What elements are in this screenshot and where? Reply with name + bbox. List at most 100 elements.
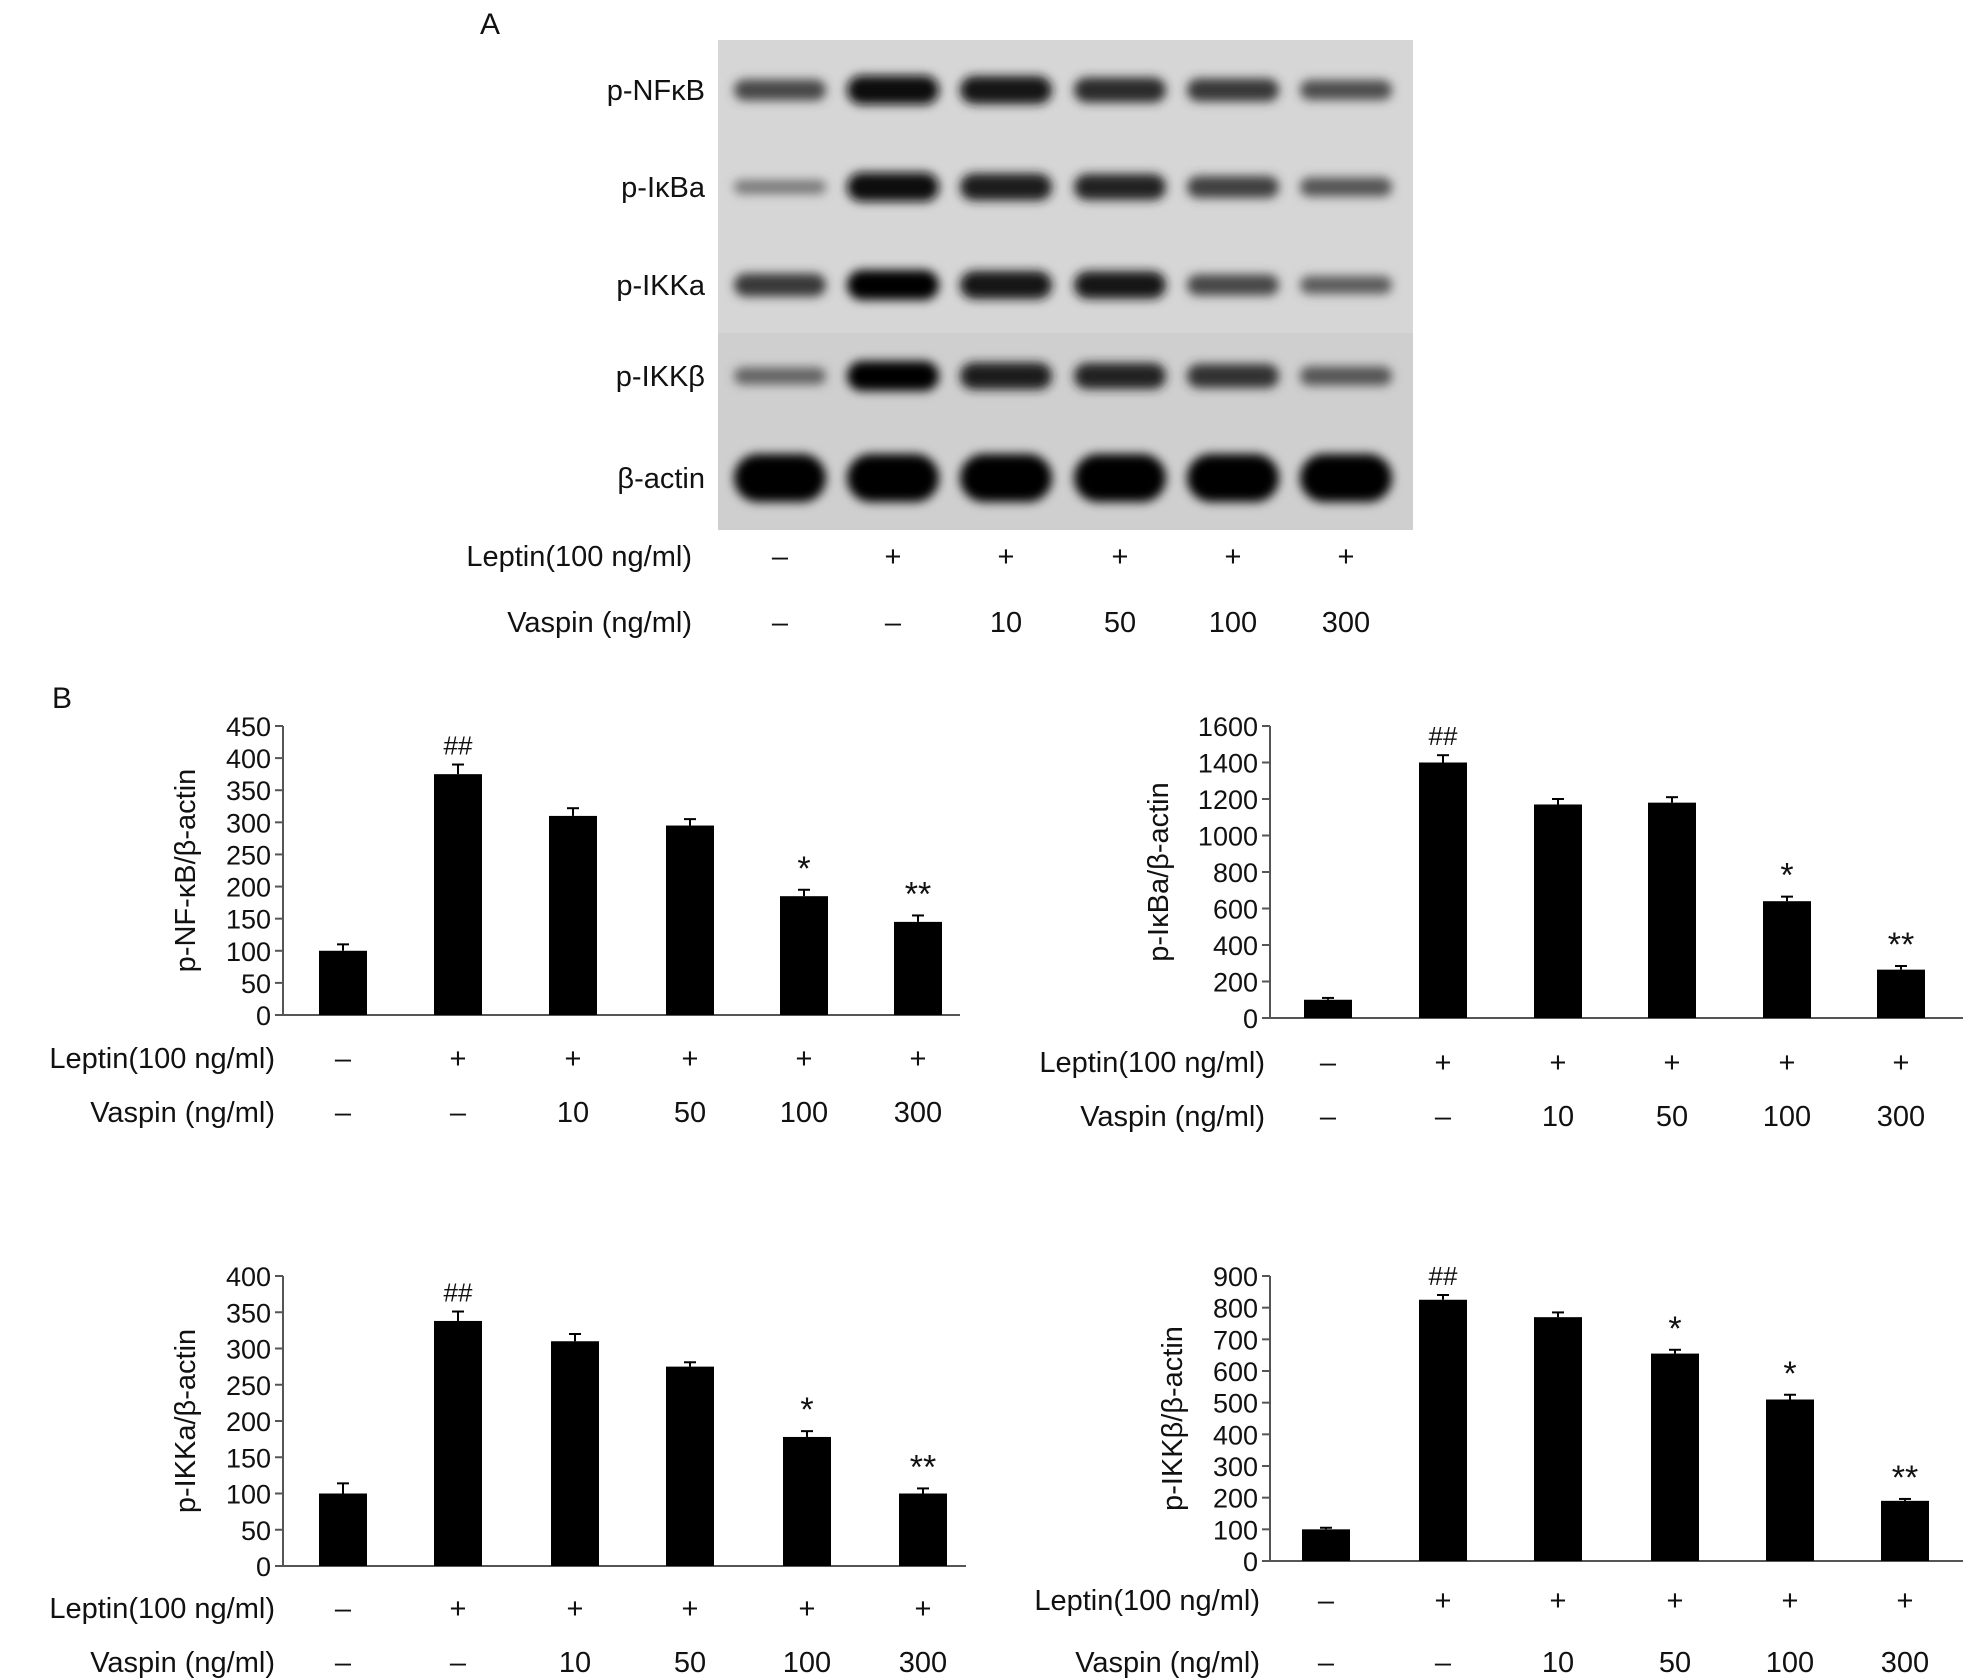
y-axis-label: p-NF-κB/β-actin <box>170 769 202 973</box>
significance-star: * <box>1780 857 1793 895</box>
bar <box>1766 1399 1814 1561</box>
y-tick-label: 1600 <box>1198 712 1258 742</box>
leptin-sign: + <box>1338 541 1355 573</box>
vaspin-dose: 10 <box>1542 1101 1574 1133</box>
vaspin-dose: 10 <box>559 1647 591 1679</box>
y-tick-label: 400 <box>1213 1420 1258 1450</box>
y-tick-label: 0 <box>256 1001 271 1031</box>
vaspin-dose: 100 <box>1766 1647 1814 1679</box>
vaspin-dose: 50 <box>1656 1101 1688 1133</box>
blot-band <box>847 361 939 391</box>
vaspin-dose: 10 <box>557 1097 589 1129</box>
y-tick-label: 150 <box>226 1443 271 1473</box>
significance-star: ** <box>1892 1459 1918 1497</box>
leptin-sign: + <box>682 1593 699 1625</box>
blot-band <box>847 454 939 502</box>
vaspin-dose: 300 <box>1877 1101 1925 1133</box>
vaspin-dose: 50 <box>1104 607 1136 639</box>
leptin-sign: + <box>885 541 902 573</box>
y-tick-label: 50 <box>241 1516 271 1546</box>
significance-star: ** <box>1888 926 1914 964</box>
bar <box>1419 1299 1467 1561</box>
y-tick-label: 900 <box>1213 1262 1258 1292</box>
vaspin-dose: – <box>1318 1647 1335 1679</box>
leptin-sign: – <box>1320 1047 1337 1079</box>
blot-band <box>960 271 1052 299</box>
y-tick-label: 1000 <box>1198 822 1258 852</box>
leptin-sign: + <box>1112 541 1129 573</box>
blot-band <box>734 273 826 297</box>
y-tick-label: 200 <box>1213 1484 1258 1514</box>
y-tick-label: 0 <box>256 1552 271 1582</box>
y-tick-label: 300 <box>1213 1452 1258 1482</box>
treatment-row-label: Leptin(100 ng/ml) <box>1039 1047 1265 1079</box>
leptin-sign: + <box>910 1043 927 1075</box>
bar <box>666 1366 714 1566</box>
y-tick-label: 600 <box>1213 895 1258 925</box>
significance-star: * <box>797 850 810 888</box>
leptin-sign: – <box>335 1043 352 1075</box>
panel-a: A p-NFκB p-IκBa p-IKKa p-IKKβ β-actin Leptin… <box>466 8 1413 639</box>
blot-band <box>1300 366 1392 386</box>
vaspin-dose: 50 <box>674 1097 706 1129</box>
bar <box>1648 802 1696 1018</box>
bar <box>549 815 597 1015</box>
vaspin-dose: 50 <box>1659 1647 1691 1679</box>
blot-label: p-IKKa <box>616 270 706 302</box>
leptin-sign: + <box>565 1043 582 1075</box>
vaspin-dose: – <box>335 1097 352 1129</box>
leptin-sign: + <box>1435 1047 1452 1079</box>
y-tick-label: 350 <box>226 1298 271 1328</box>
blot-band <box>1187 176 1279 198</box>
panel-b-label: B <box>52 682 72 715</box>
leptin-sign: + <box>1550 1585 1567 1617</box>
blot-band <box>1300 80 1392 100</box>
y-tick-label: 450 <box>226 712 271 742</box>
blot-band <box>960 454 1052 502</box>
bar-chart: 0 50 100 150 200 250 300 350 400 p-IKKa/β-actin ##… <box>49 1262 966 1679</box>
y-axis-label: p-IKKa/β-actin <box>170 1329 202 1513</box>
y-tick-label: 200 <box>1213 968 1258 998</box>
bar <box>319 1493 367 1566</box>
blot-row: p-IKKβ <box>616 361 1392 393</box>
bar <box>1534 1317 1582 1561</box>
bar <box>434 1320 482 1566</box>
y-tick-label: 250 <box>226 840 271 870</box>
bar <box>899 1493 947 1566</box>
blot-band <box>734 367 826 385</box>
significance-star: * <box>800 1391 813 1429</box>
bar <box>894 921 942 1015</box>
blot-band <box>734 79 826 101</box>
blot-row: p-IκBa <box>621 172 1392 204</box>
leptin-sign: + <box>915 1593 932 1625</box>
bar-chart: 0100200300400500600700800900p-IKKβ/β-act… <box>1034 1261 1963 1679</box>
y-tick-label: 100 <box>226 1480 271 1510</box>
y-tick-label: 800 <box>1213 1294 1258 1324</box>
significance-star: ** <box>910 1448 936 1486</box>
blot-band <box>847 75 939 105</box>
y-tick-label: 50 <box>241 969 271 999</box>
leptin-sign: – <box>335 1593 352 1625</box>
y-tick-label: 0 <box>1243 1004 1258 1034</box>
blot-row: p-NFκB <box>607 75 1392 107</box>
vaspin-dose: – <box>335 1647 352 1679</box>
y-tick-label: 400 <box>226 744 271 774</box>
y-tick-label: 300 <box>226 1335 271 1365</box>
y-tick-label: 250 <box>226 1371 271 1401</box>
y-tick-label: 150 <box>226 905 271 935</box>
significance-star: ** <box>905 875 931 913</box>
blot-label: β-actin <box>617 463 705 495</box>
y-tick-label: 500 <box>1213 1389 1258 1419</box>
vaspin-dose: – <box>1320 1101 1337 1133</box>
blot-row: β-actin <box>617 454 1392 502</box>
y-tick-label: 400 <box>1213 931 1258 961</box>
bar <box>666 825 714 1015</box>
bar <box>434 774 482 1015</box>
bar <box>1763 901 1811 1018</box>
blot-membrane-lower <box>718 333 1413 530</box>
blot-band <box>960 362 1052 390</box>
bar <box>319 950 367 1015</box>
bar <box>1881 1500 1929 1561</box>
vaspin-dose: 100 <box>1209 607 1257 639</box>
y-tick-label: 100 <box>226 937 271 967</box>
